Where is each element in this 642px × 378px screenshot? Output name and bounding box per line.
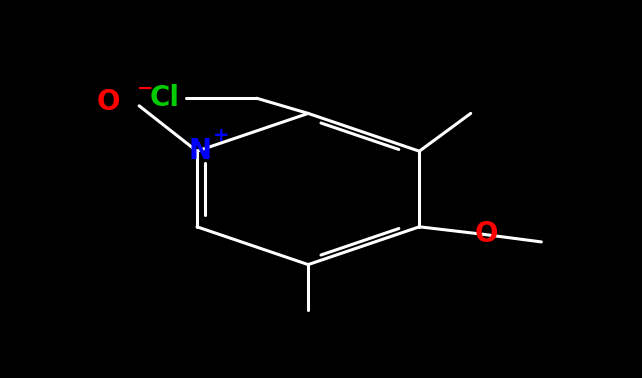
Text: +: + [213, 126, 230, 145]
Text: N: N [189, 137, 212, 165]
Text: Cl: Cl [150, 84, 180, 112]
Text: O: O [475, 220, 499, 248]
Text: O: O [96, 88, 120, 116]
Text: −: − [137, 79, 154, 98]
